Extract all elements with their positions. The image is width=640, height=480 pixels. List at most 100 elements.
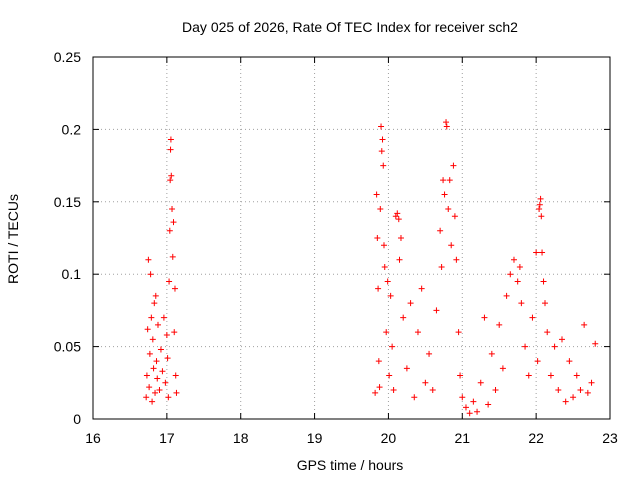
- data-point: [551, 343, 558, 350]
- data-point: [453, 256, 460, 263]
- data-point: [426, 350, 433, 357]
- data-point: [422, 379, 429, 386]
- x-tick-labels: 16 17 18 19 20 21 22 23: [85, 430, 618, 446]
- data-point: [173, 389, 180, 396]
- data-point: [383, 329, 390, 336]
- data-point: [169, 253, 176, 260]
- data-point: [450, 162, 457, 169]
- x-tick-label: 16: [85, 430, 101, 446]
- data-point: [373, 191, 380, 198]
- data-point: [418, 285, 425, 292]
- data-point: [372, 389, 379, 396]
- data-point: [166, 227, 173, 234]
- x-tick-label: 18: [233, 430, 249, 446]
- data-point: [378, 148, 385, 155]
- data-point: [165, 394, 172, 401]
- x-tick-label: 21: [454, 430, 470, 446]
- data-point: [374, 235, 381, 241]
- data-point: [562, 398, 569, 405]
- data-point: [389, 343, 396, 350]
- chart-title: Day 025 of 2026, Rate Of TEC Index for r…: [182, 19, 518, 35]
- data-point: [566, 358, 573, 365]
- y-tick-label: 0.2: [62, 121, 82, 137]
- data-point: [411, 394, 418, 401]
- data-point: [170, 219, 177, 226]
- data-point: [534, 358, 541, 365]
- y-tick-label: 0.15: [54, 194, 81, 210]
- plot-frame: [92, 56, 611, 420]
- data-point: [160, 314, 167, 321]
- data-point: [457, 372, 464, 379]
- data-point: [518, 300, 525, 307]
- data-point: [375, 285, 382, 292]
- data-point: [443, 123, 450, 130]
- data-point: [455, 329, 462, 336]
- data-point: [143, 372, 150, 379]
- data-point: [510, 256, 517, 263]
- data-point: [154, 375, 161, 382]
- data-point: [474, 408, 481, 415]
- data-point: [542, 300, 549, 307]
- data-point: [380, 242, 387, 249]
- data-point: [558, 336, 565, 343]
- data-point: [433, 307, 440, 314]
- data-point: [146, 350, 153, 357]
- data-point: [159, 368, 166, 375]
- data-point: [146, 384, 153, 391]
- y-tick-labels: 0 0.05 0.1 0.15 0.2 0.25: [54, 49, 81, 427]
- x-axis-label: GPS time / hours: [297, 457, 404, 473]
- data-point: [387, 292, 394, 299]
- data-point: [529, 314, 536, 321]
- data-point: [148, 314, 155, 321]
- y-tick-label: 0: [73, 411, 81, 427]
- data-point: [151, 300, 158, 307]
- data-point: [437, 227, 444, 234]
- data-point: [171, 285, 178, 292]
- data-point: [445, 206, 452, 213]
- data-point: [577, 387, 584, 394]
- data-point: [481, 314, 488, 321]
- data-point: [488, 350, 495, 357]
- data-point: [171, 329, 178, 336]
- data-point: [466, 410, 473, 417]
- data-point: [395, 216, 402, 223]
- data-point: [397, 235, 404, 241]
- data-point: [451, 213, 458, 220]
- y-tick-label: 0.1: [62, 266, 82, 282]
- data-point: [441, 191, 448, 198]
- data-point: [164, 355, 171, 362]
- data-point: [407, 300, 414, 307]
- data-point: [390, 387, 397, 394]
- data-point: [154, 321, 161, 328]
- data-point: [462, 404, 469, 411]
- x-tick-label: 23: [602, 430, 618, 446]
- data-point: [156, 387, 163, 394]
- data-point: [169, 206, 176, 213]
- data-point: [492, 387, 499, 394]
- data-point: [149, 336, 156, 343]
- x-tick-label: 17: [159, 430, 175, 446]
- data-point: [584, 389, 591, 396]
- data-point: [392, 213, 399, 220]
- y-tick-label: 0.05: [54, 339, 81, 355]
- y-axis-label: ROTI / TECUs: [5, 194, 21, 284]
- data-point: [152, 292, 159, 299]
- data-point: [538, 213, 545, 220]
- data-point: [516, 263, 523, 270]
- x-tick-label: 19: [307, 430, 323, 446]
- data-point: [149, 398, 156, 405]
- data-point: [507, 271, 514, 278]
- data-point: [570, 394, 577, 401]
- data-point: [414, 329, 421, 336]
- y-tick-label: 0.25: [54, 49, 81, 65]
- data-point: [446, 177, 453, 184]
- data-point: [403, 365, 410, 372]
- data-point: [380, 162, 387, 169]
- data-point: [172, 372, 179, 379]
- data-point: [443, 119, 450, 126]
- data-point: [496, 321, 503, 328]
- x-tick-label: 20: [381, 430, 397, 446]
- data-point: [394, 210, 401, 217]
- data-point: [400, 314, 407, 321]
